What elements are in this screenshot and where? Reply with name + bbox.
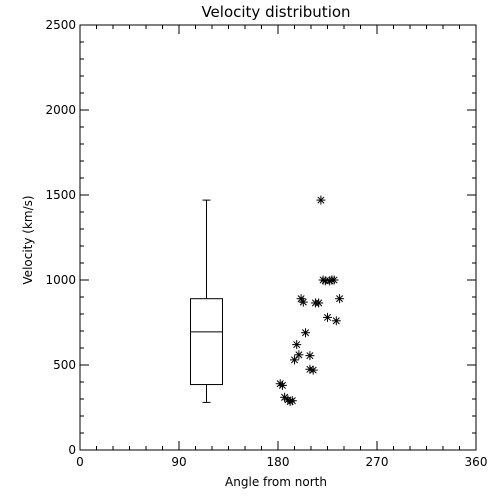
data-point [301,328,310,338]
box-iqr [190,298,223,386]
data-point [314,298,324,308]
y-tick-label: 0 [68,443,76,457]
y-tick-label: 1500 [45,188,76,202]
box-plot [190,199,223,403]
data-point [298,297,308,307]
x-tick-label: 0 [76,455,84,469]
x-axis-label: Angle from north [225,475,327,489]
data-point [323,312,332,322]
x-tick-label: 270 [366,455,389,469]
data-point [335,294,345,304]
data-point [331,316,341,326]
y-axis-label: Velocity (km/s) [21,195,35,284]
x-tick-label: 180 [267,455,290,469]
x-tick-label: 90 [171,455,186,469]
y-tick-label: 1000 [45,273,76,287]
data-point [292,340,302,350]
data-point [329,275,339,285]
data-points [275,195,345,407]
x-axis-ticks: 0 90 180 270 360 [76,25,487,469]
data-point [316,195,326,205]
y-tick-label: 2500 [45,18,76,32]
data-point [294,350,304,360]
x-tick-label: 360 [465,455,488,469]
y-axis-ticks: 0 500 1000 1500 2000 2500 [45,18,476,457]
data-point [277,380,287,390]
data-point [287,396,297,406]
y-tick-label: 500 [53,358,76,372]
data-point [305,351,315,361]
y-tick-label: 2000 [45,103,76,117]
chart-title: Velocity distribution [201,3,350,21]
data-point [308,365,318,375]
